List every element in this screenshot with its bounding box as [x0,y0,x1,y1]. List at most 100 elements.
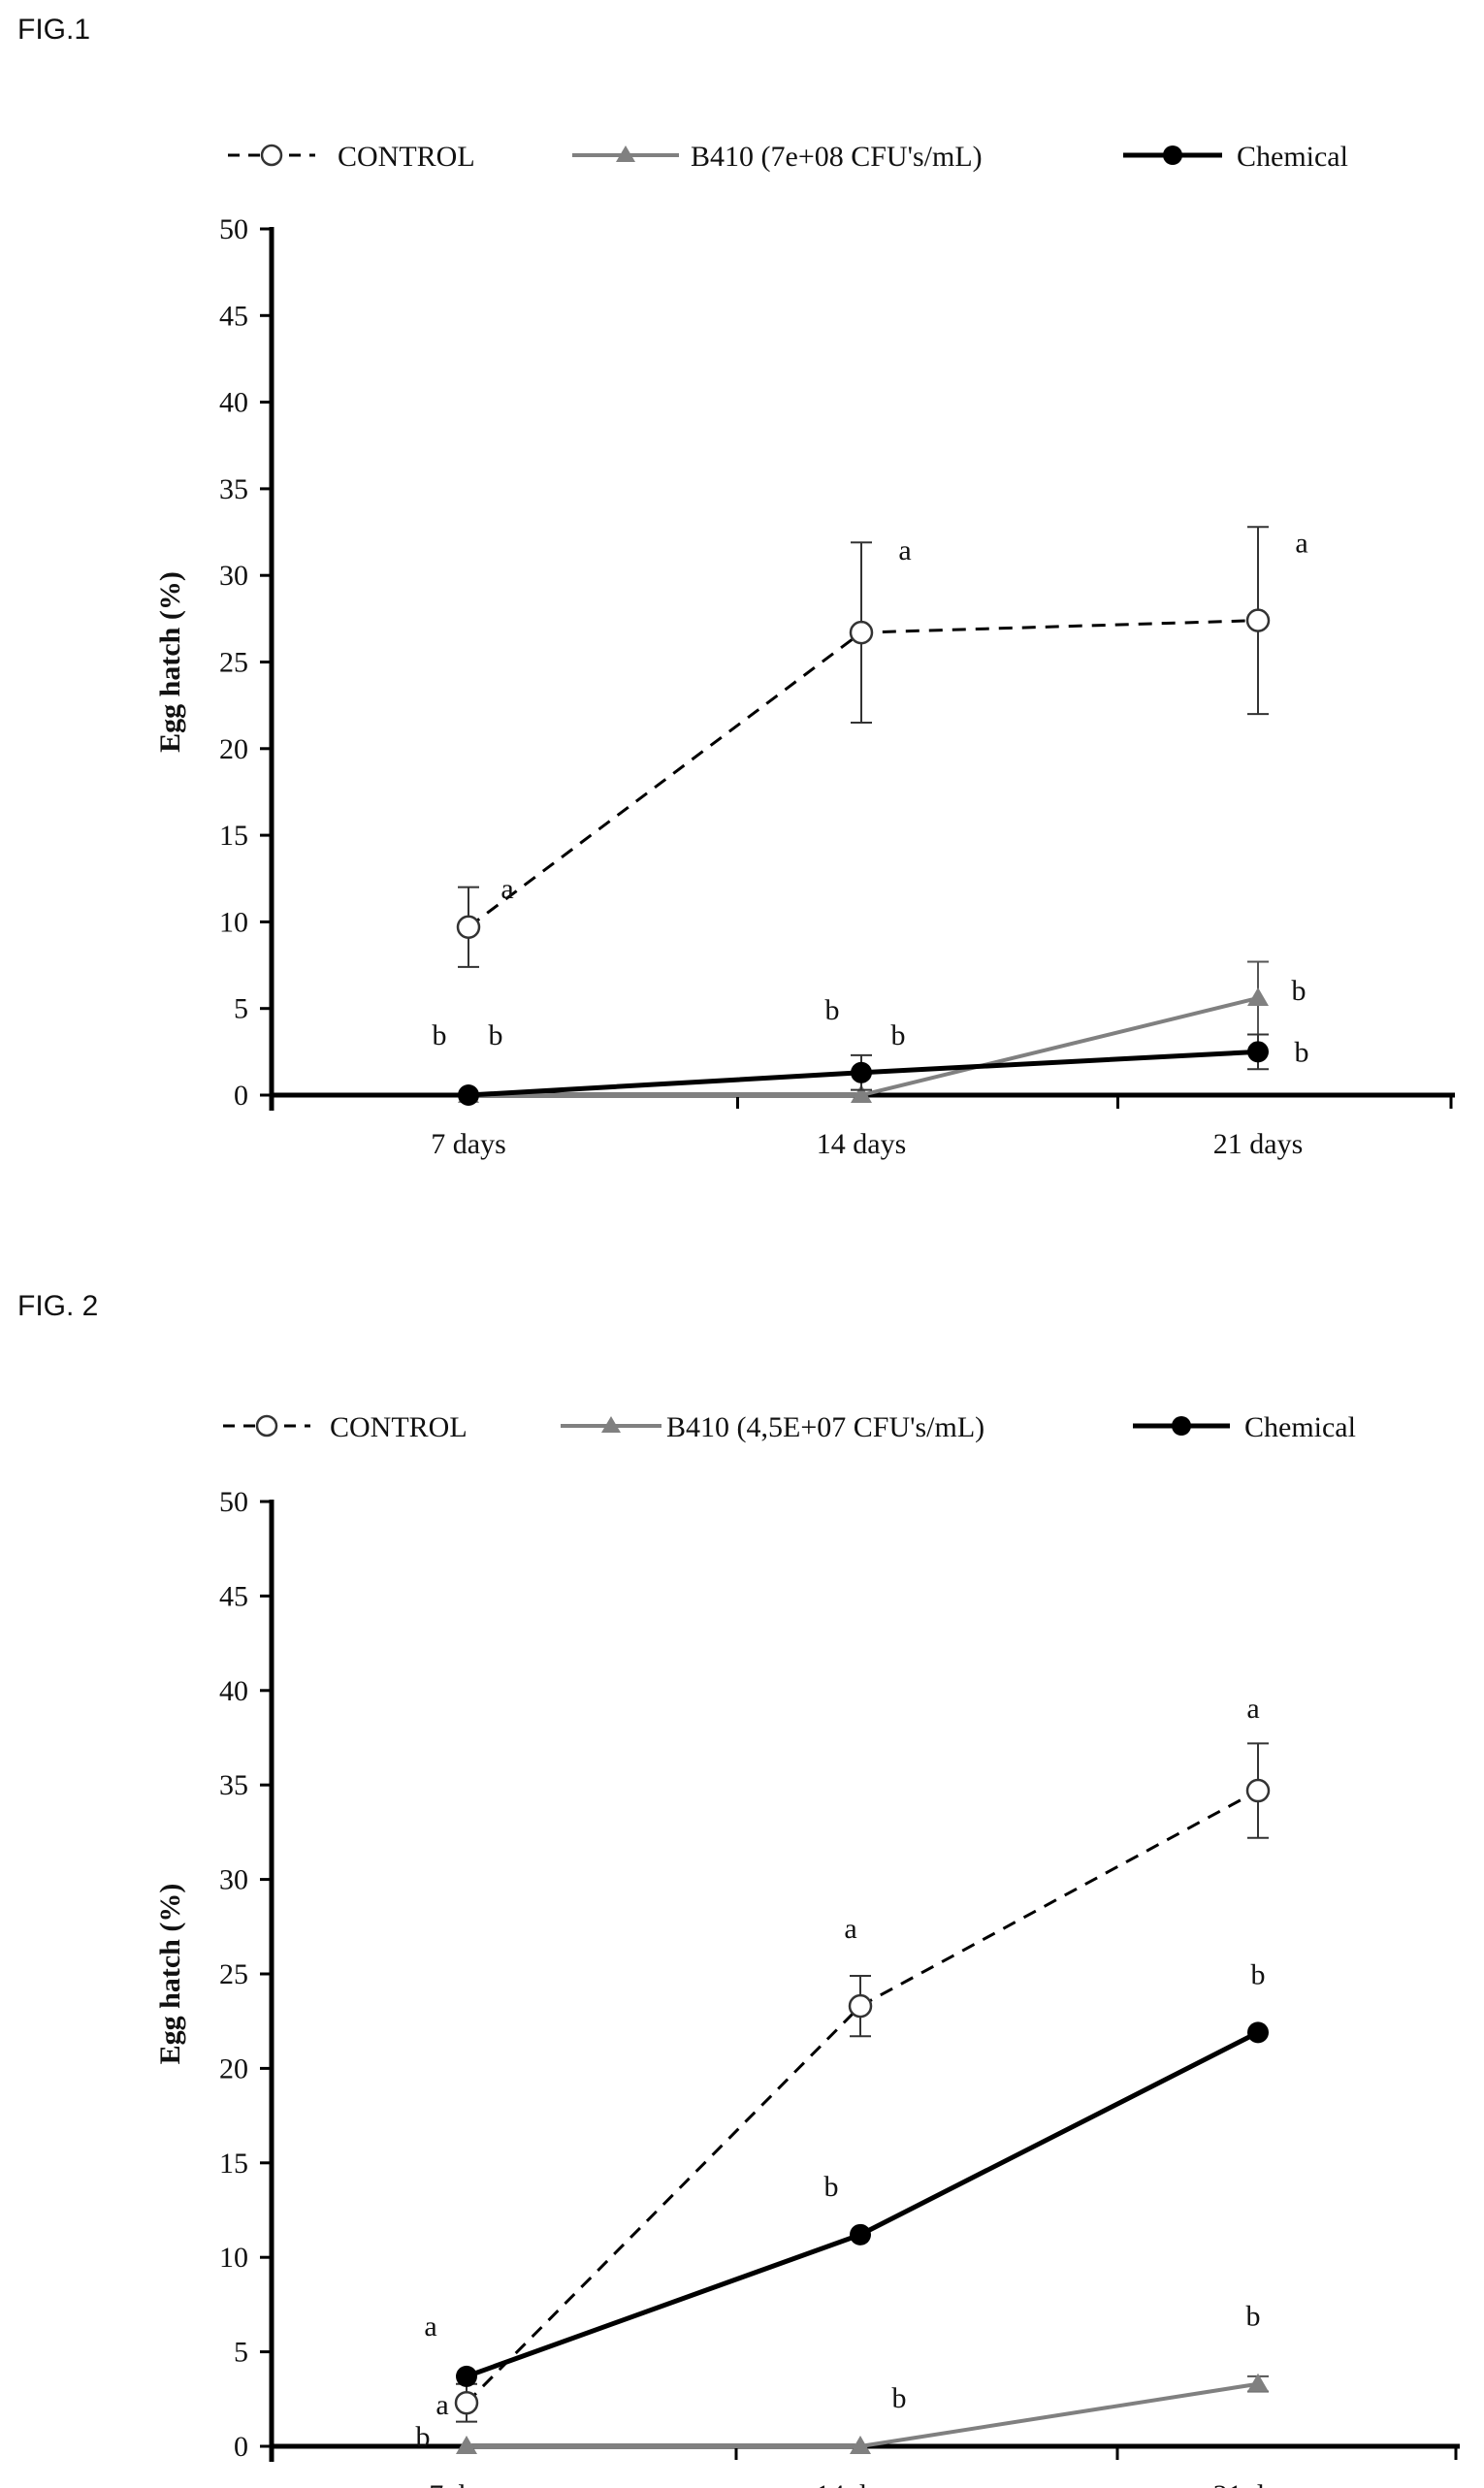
figure-1-label: FIG.1 [17,14,91,46]
data-point [1247,2021,1269,2044]
y-tick-label: 0 [234,2431,248,2463]
x-tick-label: 7 days [429,2479,504,2488]
legend-item: CONTROL [223,1411,468,1443]
significance-label: b [489,1019,503,1051]
y-tick-label: 0 [234,1080,248,1112]
significance-label: b [1295,1036,1309,1068]
data-point [1245,608,1271,632]
legend-marker [255,1414,278,1438]
series-control: a a a [456,526,1308,968]
data-point [456,2365,477,2387]
data-point [1247,1041,1269,1063]
significance-label: a [1246,1693,1259,1725]
y-tick-label: 40 [219,1675,248,1707]
legend-label: B410 (7e+08 CFU's/mL) [691,141,983,173]
x-tick-label: 7 days [431,1128,506,1160]
y-tick-label: 10 [219,906,248,938]
significance-label: a [1295,528,1307,560]
y-tick-label: 20 [219,733,248,765]
series-control: a a a [436,1693,1271,2423]
x-tick-label: 21 days [1213,2479,1304,2488]
y-tick-label: 50 [219,1486,248,1518]
x-tick-label: 21 days [1213,1128,1304,1160]
data-point [1247,2373,1269,2392]
data-point [849,620,874,645]
y-tick-label: 30 [219,560,248,592]
x-tick-label: 14 days [817,1128,907,1160]
data-point [458,1084,479,1106]
significance-label: b [892,2382,907,2414]
y-tick-label: 20 [219,2052,248,2084]
series-line [465,1789,1259,2405]
legend-label: Chemical [1244,1411,1356,1443]
legend-marker [616,145,635,162]
y-axis-title: Egg hatch (%) [154,571,186,753]
significance-label: a [436,2389,448,2421]
y-tick-label: 25 [219,1958,248,1990]
figure-2-label: FIG. 2 [17,1290,99,1322]
y-axis-title: Egg hatch (%) [154,1884,186,2065]
y-tick-label: 45 [219,300,248,332]
series-b410-7e-08-cfu-s-ml-: b bb [458,960,1307,1103]
legend-item: Chemical [1123,141,1348,173]
chart-2: 0 5 10 15 20 25 30 35 40 45 50 7 days 14 days 21 days… [154,1411,1460,2488]
series-b410-4-5e-07-cfu-s-ml-: b b b [416,2301,1269,2454]
legend-label: CONTROL [330,1411,468,1443]
significance-label: b [1251,1958,1266,1990]
data-point [848,1993,873,2019]
y-tick-label: 45 [219,1580,248,1612]
significance-label: a [844,1913,856,1945]
legend-marker [601,1416,621,1433]
legend-item: B410 (4,5E+07 CFU's/mL) [561,1411,984,1443]
y-tick-label: 25 [219,647,248,679]
data-point [456,2436,477,2454]
data-point [1245,1778,1271,1803]
legend-marker [260,144,283,167]
chart-1: 0 5 10 15 20 25 30 35 40 45 50 7 days 14 days 21 days… [154,141,1455,1160]
y-tick-label: 50 [219,213,248,245]
series-line [466,2030,1260,2379]
data-point [456,915,481,940]
y-tick-label: 35 [219,1769,248,1801]
legend-label: Chemical [1237,141,1348,173]
series-chemical: b b b [433,994,1309,1106]
y-tick-label: 30 [219,1864,248,1896]
significance-label: b [416,2421,431,2453]
series-line [468,619,1259,928]
y-tick-label: 10 [219,2242,248,2274]
significance-label: a [424,2310,436,2343]
significance-label: b [825,994,840,1026]
legend-marker [1172,1416,1191,1436]
legend-item: B410 (7e+08 CFU's/mL) [572,141,983,173]
legend-item: CONTROL [228,141,475,173]
significance-label: a [500,873,513,905]
data-point [1247,986,1269,1006]
legend-marker [1163,145,1182,165]
legend: CONTROL B410 (4,5E+07 CFU's/mL) Chemical [223,1411,1356,1443]
data-point [850,2436,871,2454]
x-tick-label: 14 days [816,2479,906,2488]
significance-label: b [1246,2301,1261,2333]
significance-label: b [1292,975,1307,1007]
data-point [851,1084,872,1103]
legend: CONTROL B410 (7e+08 CFU's/mL) Chemical [228,141,1348,173]
y-tick-label: 15 [219,820,248,852]
legend-label: B410 (4,5E+07 CFU's/mL) [666,1411,984,1443]
legend-item: Chemical [1133,1411,1356,1443]
data-point [850,2223,871,2246]
significance-label: b [433,1019,447,1051]
significance-label: a [898,534,911,566]
data-point [851,1061,872,1083]
series-line [467,2381,1259,2448]
y-tick-label: 35 [219,473,248,505]
legend-label: CONTROL [338,141,475,173]
y-tick-label: 15 [219,2148,248,2180]
data-point [454,2390,479,2415]
y-tick-label: 5 [234,2337,248,2369]
series-chemical: a b b [424,1958,1269,2387]
y-tick-label: 5 [234,993,248,1025]
significance-label: b [824,2171,839,2203]
y-tick-label: 40 [219,387,248,419]
significance-label: b [891,1019,906,1051]
